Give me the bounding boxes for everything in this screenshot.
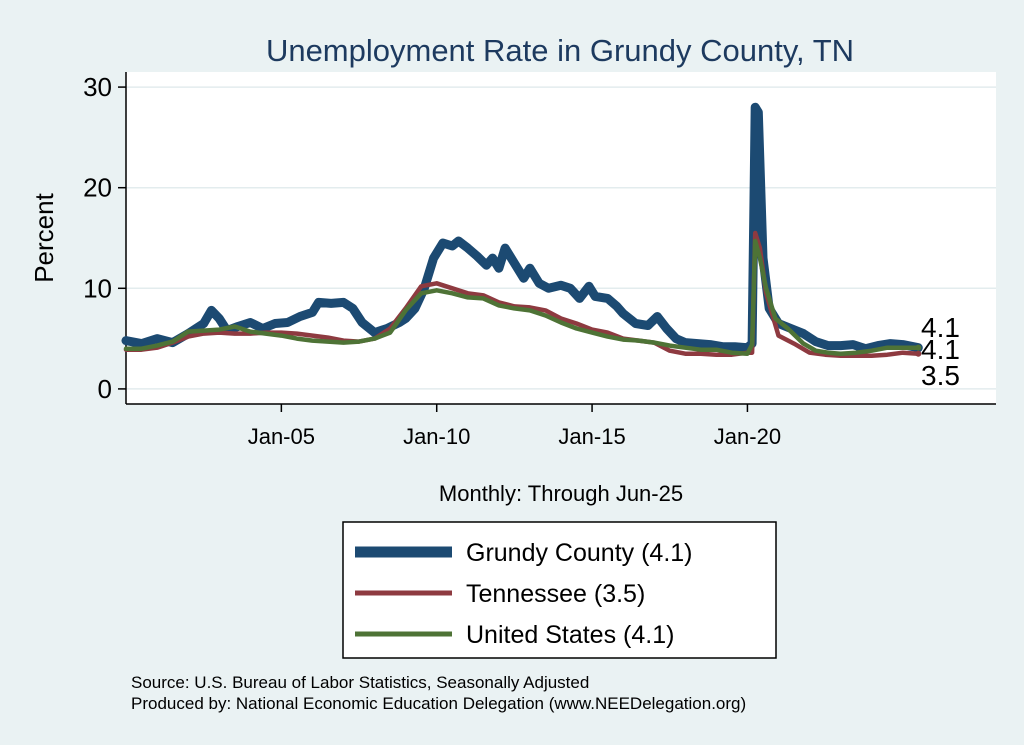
legend-label: United States (4.1) <box>466 621 674 649</box>
x-tick-label: Jan-05 <box>248 424 315 449</box>
chart-title: Unemployment Rate in Grundy County, TN <box>266 33 854 68</box>
end-value-label: 3.5 <box>921 360 960 391</box>
legend: Grundy County (4.1) Tennessee (3.5) United… <box>342 521 777 659</box>
y-axis-label: Percent <box>29 192 59 282</box>
producer-note: Produced by: National Economic Education… <box>131 694 746 713</box>
end-value-labels: 4.14.13.5 <box>921 312 960 391</box>
end-value-label: 4.1 <box>921 334 960 365</box>
axes: 0 10 20 30 Jan-05 Jan-10 Jan-15 Jan-20 <box>83 72 996 449</box>
series-end-marker <box>915 350 922 357</box>
y-tick-label: 30 <box>83 72 112 102</box>
y-tick-label: 0 <box>98 374 112 404</box>
series-end-marker <box>915 344 922 351</box>
legend-label: Tennessee (3.5) <box>466 580 645 608</box>
gridlines <box>126 86 996 390</box>
y-tick-label: 20 <box>83 173 112 203</box>
legend-label: Grundy County (4.1) <box>466 539 693 567</box>
y-tick-label: 10 <box>83 273 112 303</box>
x-axis-caption: Monthly: Through Jun-25 <box>439 481 683 506</box>
end-value-label: 4.1 <box>921 312 960 343</box>
source-note: Source: U.S. Bureau of Labor Statistics,… <box>131 673 589 692</box>
x-tick-label: Jan-15 <box>558 424 625 449</box>
series-lines <box>121 102 923 358</box>
series-line-united-states <box>123 238 921 356</box>
x-tick-label: Jan-20 <box>714 424 781 449</box>
x-tick-label: Jan-10 <box>403 424 470 449</box>
